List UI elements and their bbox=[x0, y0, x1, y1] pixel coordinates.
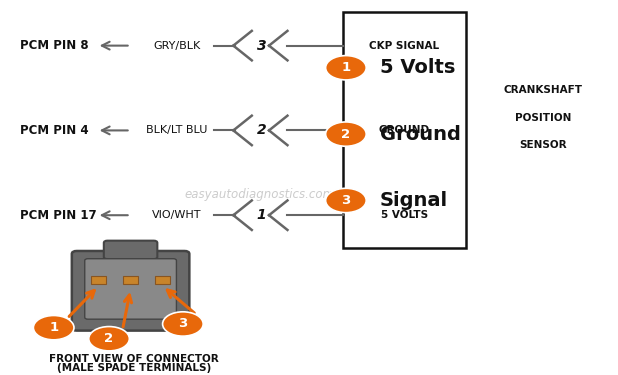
Text: SENSOR: SENSOR bbox=[519, 140, 567, 150]
Text: easyautodiagnostics.com: easyautodiagnostics.com bbox=[185, 189, 335, 201]
Text: 2: 2 bbox=[256, 123, 266, 137]
Circle shape bbox=[326, 122, 366, 146]
Text: 3: 3 bbox=[256, 39, 266, 53]
Text: PCM PIN 4: PCM PIN 4 bbox=[20, 124, 88, 137]
Text: Signal: Signal bbox=[379, 191, 448, 210]
Text: 2: 2 bbox=[341, 128, 350, 141]
Text: FRONT VIEW OF CONNECTOR: FRONT VIEW OF CONNECTOR bbox=[49, 354, 219, 364]
FancyBboxPatch shape bbox=[85, 259, 176, 319]
Text: PCM PIN 17: PCM PIN 17 bbox=[20, 209, 96, 222]
Text: 5 VOLTS: 5 VOLTS bbox=[381, 210, 428, 220]
Text: VIO/WHT: VIO/WHT bbox=[152, 210, 201, 220]
Circle shape bbox=[326, 188, 366, 213]
Circle shape bbox=[33, 315, 74, 340]
Text: PCM PIN 8: PCM PIN 8 bbox=[20, 39, 88, 52]
Text: 3: 3 bbox=[178, 318, 187, 330]
Text: 1: 1 bbox=[49, 321, 58, 334]
Text: BLK/LT BLU: BLK/LT BLU bbox=[146, 125, 208, 135]
Bar bbox=[343, 12, 466, 248]
Text: 3: 3 bbox=[341, 194, 350, 207]
FancyBboxPatch shape bbox=[72, 251, 189, 331]
Text: Ground: Ground bbox=[379, 124, 460, 144]
Bar bbox=[123, 276, 138, 284]
Circle shape bbox=[163, 312, 203, 336]
Text: CKP SIGNAL: CKP SIGNAL bbox=[370, 40, 439, 51]
Text: (MALE SPADE TERMINALS): (MALE SPADE TERMINALS) bbox=[56, 363, 211, 373]
Text: 5 Volts: 5 Volts bbox=[379, 58, 455, 77]
Circle shape bbox=[89, 327, 129, 351]
Text: CRANKSHAFT: CRANKSHAFT bbox=[503, 85, 582, 95]
Text: GROUND: GROUND bbox=[379, 125, 430, 135]
Text: 2: 2 bbox=[104, 332, 114, 345]
Bar bbox=[155, 276, 171, 284]
Text: 1: 1 bbox=[256, 208, 266, 222]
Text: 1: 1 bbox=[341, 61, 350, 74]
Text: GRY/BLK: GRY/BLK bbox=[153, 40, 200, 51]
Text: POSITION: POSITION bbox=[515, 112, 571, 123]
FancyBboxPatch shape bbox=[104, 241, 158, 259]
Circle shape bbox=[326, 56, 366, 80]
Bar bbox=[91, 276, 106, 284]
